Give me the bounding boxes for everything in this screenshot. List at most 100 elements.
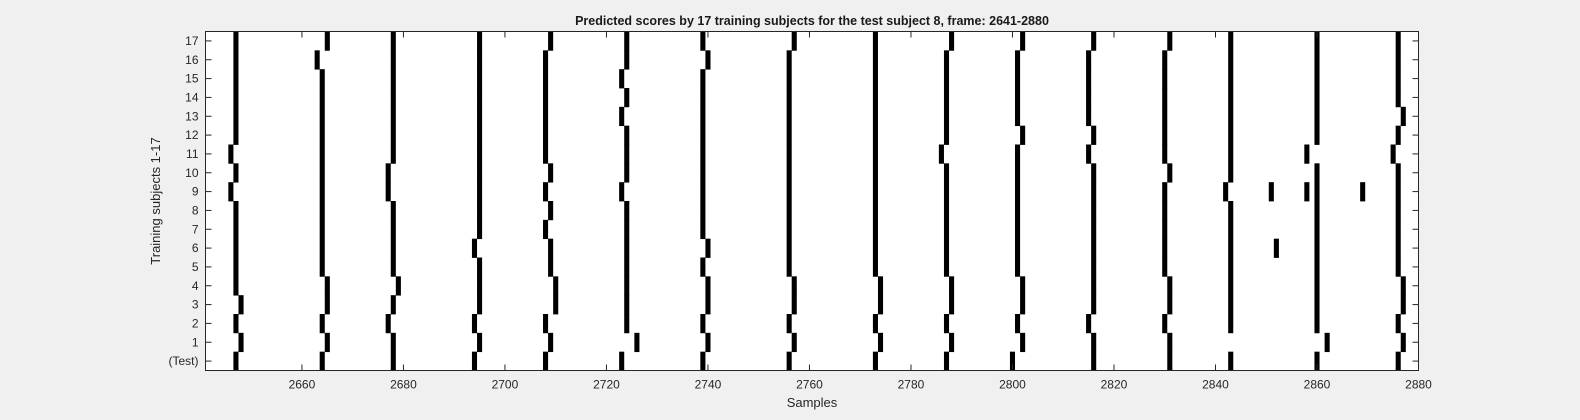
event-mark-row-8-5 (624, 201, 630, 221)
event-mark-row-3-10 (1020, 295, 1026, 315)
event-mark-row-1-2 (390, 332, 396, 353)
event-mark-row-9-8 (872, 182, 878, 202)
event-mark-row-14-11 (1086, 88, 1092, 108)
event-mark-row-9-16 (1314, 182, 1320, 202)
event-mark-row-8-11 (1091, 201, 1097, 221)
event-mark-row-12-0 (233, 125, 239, 145)
event-mark-row-1-6 (705, 332, 711, 353)
event-mark-row-13-3 (477, 106, 483, 127)
event-mark-row-10-12 (1167, 163, 1173, 183)
event-mark-row-11-12 (1162, 144, 1168, 164)
event-mark-row-7-1 (319, 219, 325, 240)
event-mark-row-1-8 (877, 332, 884, 353)
event-mark-row-7-13 (1228, 219, 1234, 240)
event-mark-row-1-3 (477, 332, 483, 353)
event-mark-row-16-5 (624, 50, 630, 70)
event-mark-row-3-5 (624, 295, 630, 315)
event-mark-row-8-3 (477, 201, 483, 221)
event-mark-row-3-1 (324, 295, 330, 315)
event-mark-row-10-5 (624, 163, 630, 183)
event-mark-row-5-8 (872, 257, 878, 277)
event-mark-row-3-11 (1091, 295, 1097, 315)
event-mark-row-7-2 (390, 219, 396, 240)
event-mark-row-17-0 (233, 31, 239, 51)
event-mark-row-6-8 (872, 238, 878, 258)
x-tick-label-3: 2720 (593, 378, 620, 392)
event-mark-row-8-8 (872, 201, 878, 221)
event-mark-row-1-13 (1324, 332, 1330, 353)
event-mark-row-0-9 (943, 351, 950, 371)
event-mark-row-14-10 (1015, 88, 1021, 108)
y-tick-label-8: 8 (192, 203, 199, 217)
event-mark-row-7-14 (1314, 219, 1320, 240)
event-mark-row-1-14 (1400, 332, 1406, 353)
event-mark-row-16-8 (872, 50, 878, 70)
event-mark-row-14-12 (1162, 88, 1168, 108)
event-mark-row-2-13 (1228, 314, 1234, 334)
event-mark-row-12-11 (1091, 125, 1097, 145)
event-mark-row-8-14 (1314, 201, 1320, 221)
event-mark-row-7-7 (786, 219, 792, 240)
event-mark-row-12-8 (872, 125, 878, 145)
x-tick-label-10: 2860 (1304, 378, 1331, 392)
event-mark-row-13-2 (390, 106, 396, 127)
event-mark-row-7-11 (1091, 219, 1097, 240)
event-mark-row-6-11 (1091, 238, 1097, 258)
event-mark-row-17-6 (700, 31, 706, 51)
event-mark-row-11-9 (938, 144, 944, 164)
event-mark-row-15-0 (233, 69, 239, 89)
event-mark-row-11-15 (1390, 144, 1396, 164)
event-mark-row-6-1 (319, 238, 325, 258)
event-mark-row-8-4 (548, 201, 554, 221)
event-mark-row-9-7 (786, 182, 792, 202)
event-mark-row-16-3 (477, 50, 483, 70)
event-mark-row-8-7 (786, 201, 792, 221)
event-mark-row-15-4 (543, 69, 549, 89)
event-mark-row-12-6 (700, 125, 706, 145)
event-mark-row-1-10 (1020, 332, 1026, 353)
event-mark-row-12-5 (624, 125, 630, 145)
event-mark-row-10-8 (872, 163, 878, 183)
y-tick-label-16: 16 (185, 53, 199, 67)
event-mark-row-13-9 (943, 106, 950, 127)
x-tick-label-9: 2840 (1202, 378, 1229, 392)
event-mark-row-12-13 (1228, 125, 1234, 145)
event-mark-row-1-1 (324, 332, 330, 353)
event-mark-row-3-4 (553, 295, 559, 315)
event-mark-row-10-6 (700, 163, 706, 183)
event-mark-row-10-10 (1015, 163, 1021, 183)
event-mark-row-3-9 (949, 295, 955, 315)
event-mark-row-16-15 (1395, 50, 1401, 70)
event-mark-row-9-4 (543, 182, 549, 202)
event-mark-row-0-4 (543, 351, 549, 371)
event-mark-row-15-9 (943, 69, 950, 89)
event-mark-row-0-5 (619, 351, 625, 371)
event-mark-row-6-6 (705, 238, 711, 258)
y-tick-label-11: 11 (186, 147, 199, 161)
event-mark-row-6-12 (1162, 238, 1168, 258)
event-mark-row-14-0 (233, 88, 239, 108)
event-mark-row-4-0 (233, 276, 239, 296)
event-mark-row-17-8 (872, 31, 878, 51)
event-mark-row-11-8 (872, 144, 878, 164)
event-mark-row-5-1 (319, 257, 325, 277)
event-mark-row-0-13 (1228, 351, 1234, 371)
event-mark-row-15-3 (477, 69, 483, 89)
event-mark-row-17-2 (390, 31, 396, 51)
event-mark-row-4-13 (1228, 276, 1234, 296)
event-mark-row-2-11 (1086, 314, 1092, 334)
event-mark-row-0-12 (1167, 351, 1173, 371)
y-tick-label-13: 13 (185, 109, 199, 123)
event-mark-row-17-10 (1020, 31, 1026, 51)
event-mark-row-15-10 (1015, 69, 1021, 89)
y-axis-label: Training subjects 1-17 (148, 137, 163, 264)
event-mark-row-11-14 (1304, 144, 1310, 164)
y-tick-label-17: 17 (185, 34, 199, 48)
event-mark-row-16-10 (1015, 50, 1021, 70)
event-mark-row-11-0 (228, 144, 234, 164)
event-mark-row-7-12 (1162, 219, 1168, 240)
event-mark-row-15-7 (786, 69, 792, 89)
event-mark-row-9-6 (700, 182, 706, 202)
event-mark-row-13-6 (700, 106, 706, 127)
event-mark-row-7-0 (233, 219, 239, 240)
